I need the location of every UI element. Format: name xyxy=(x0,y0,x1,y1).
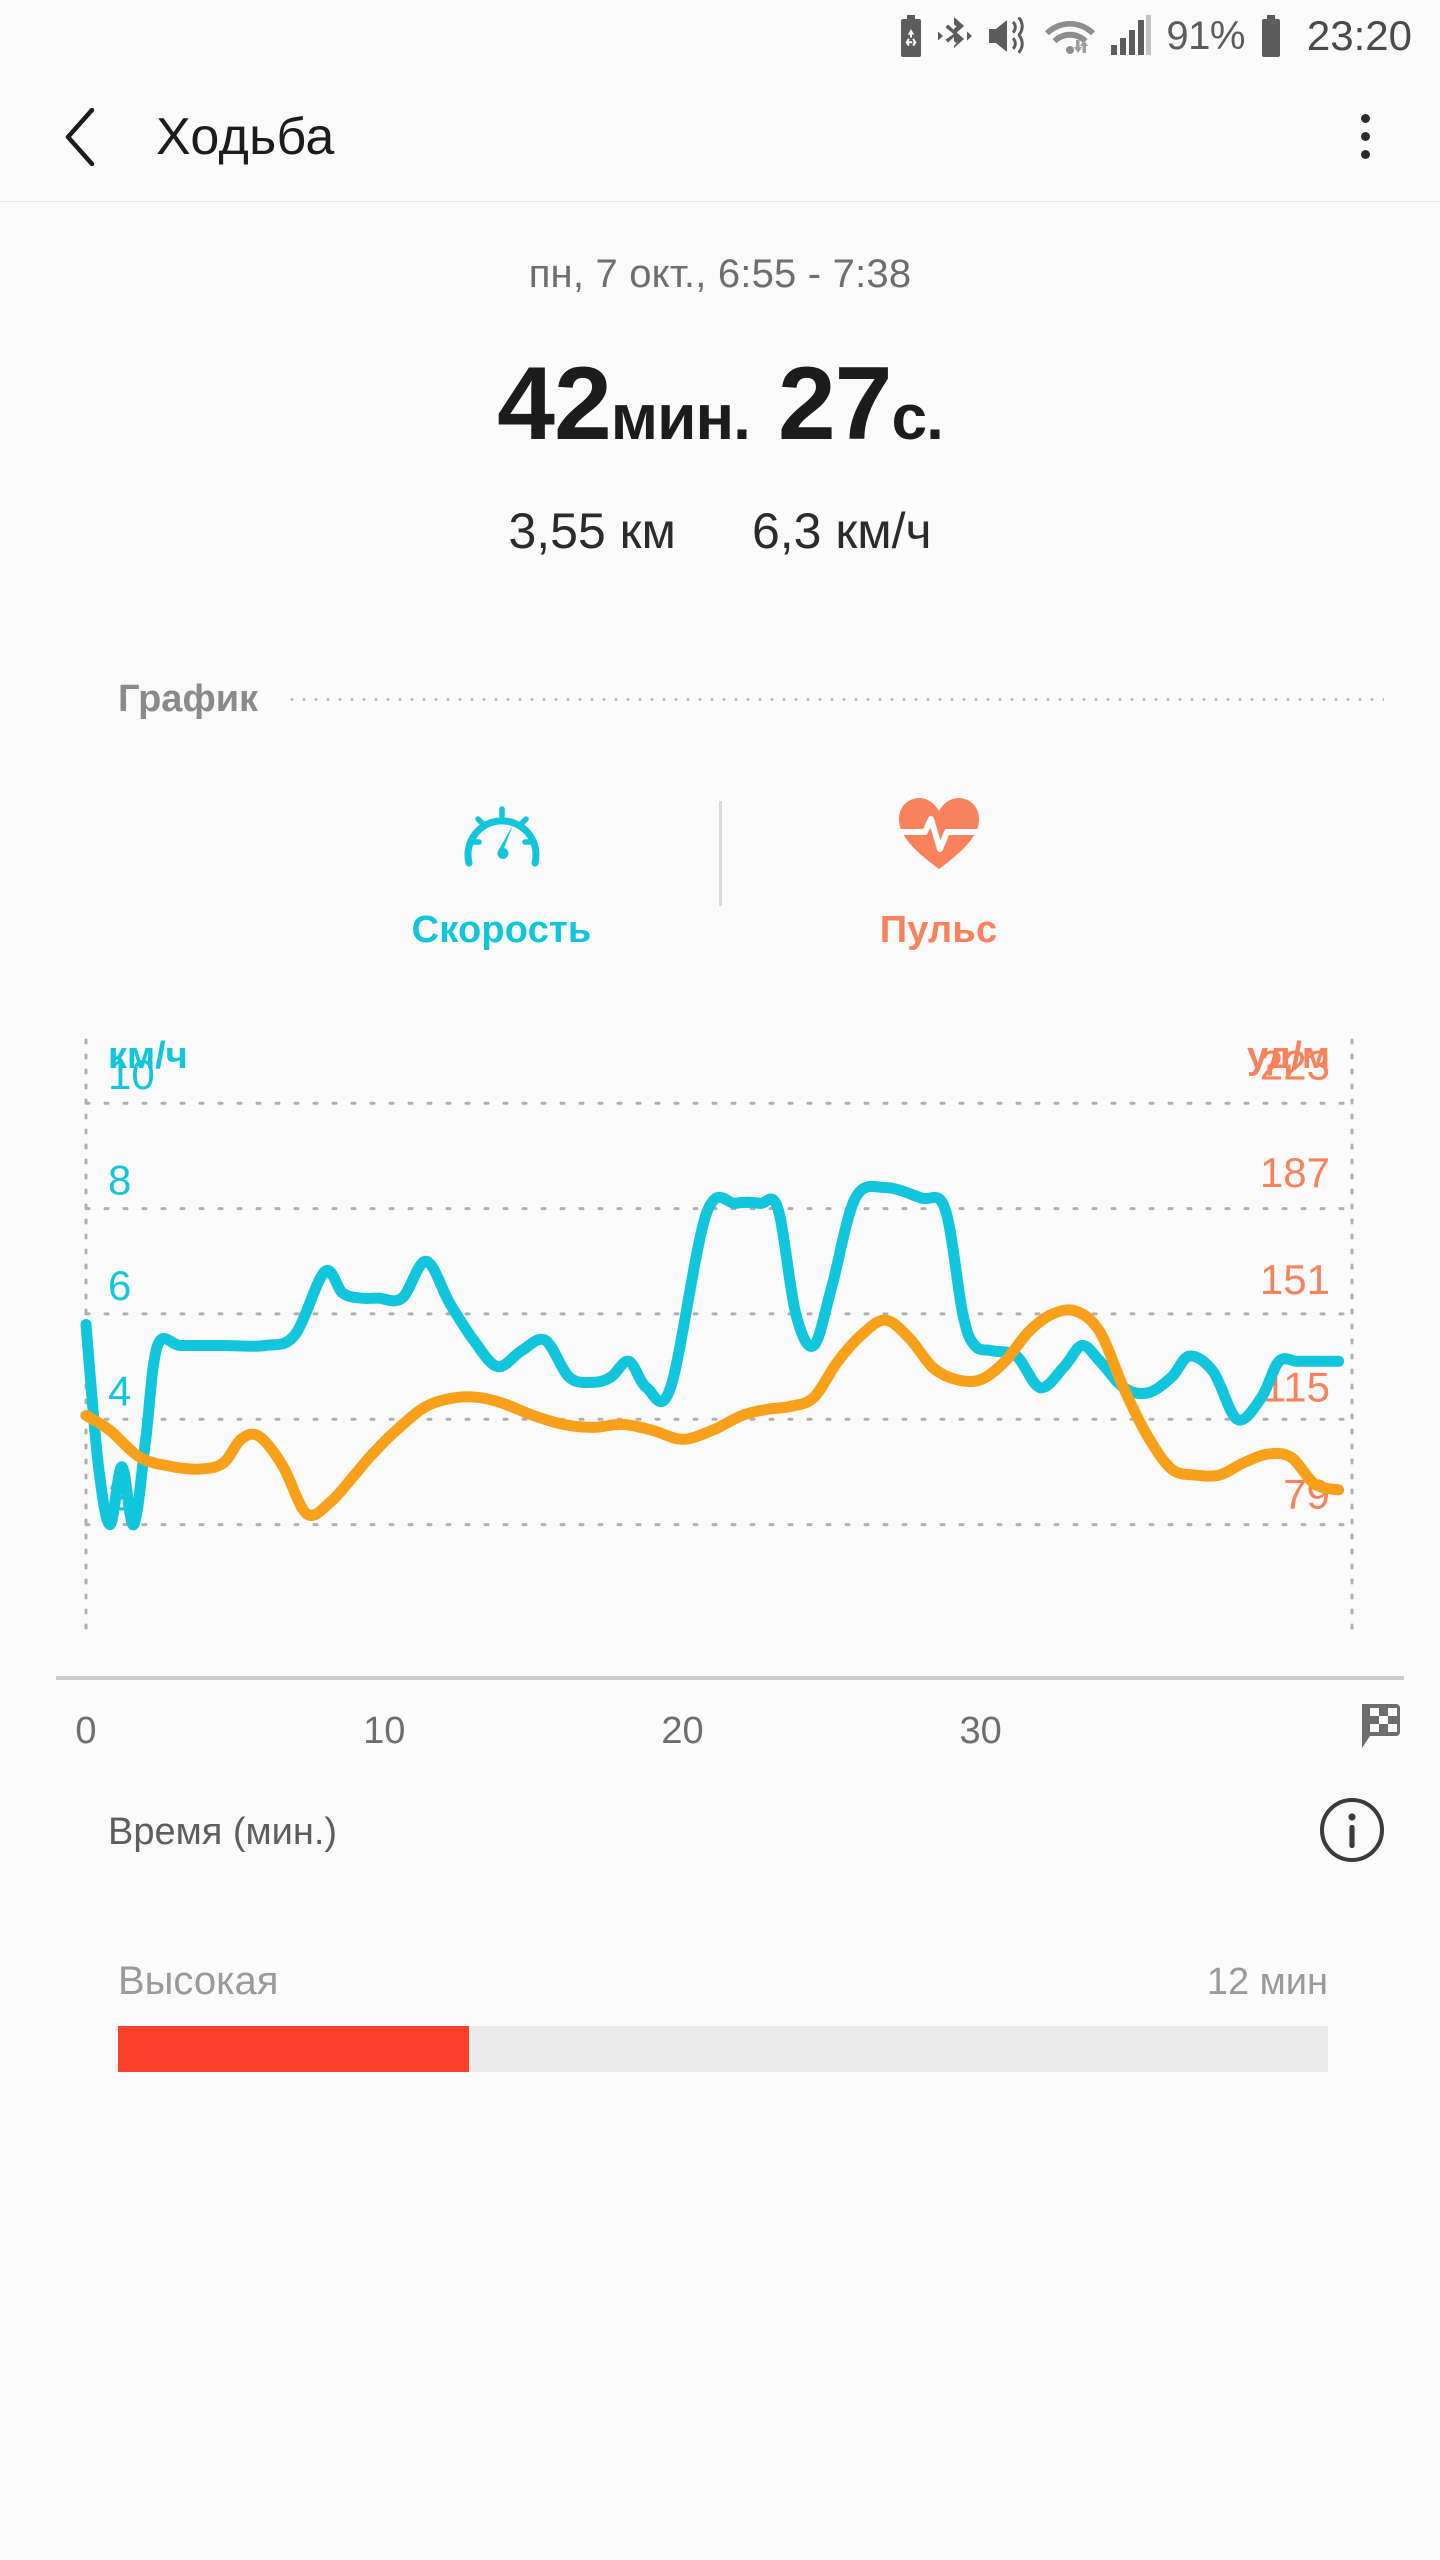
back-button[interactable] xyxy=(44,102,114,172)
graph-section-header: График xyxy=(0,678,1440,721)
chevron-left-icon xyxy=(65,107,95,166)
zone-progress-fill xyxy=(118,2026,469,2072)
workout-date-range: пн, 7 окт., 6:55 - 7:38 xyxy=(528,252,912,296)
graph-section-title: График xyxy=(118,678,259,720)
legend-tab-speed[interactable]: Скорость xyxy=(337,787,667,952)
svg-text:км/ч: км/ч xyxy=(108,1035,188,1077)
svg-text:6: 6 xyxy=(108,1262,131,1309)
svg-text:223: 223 xyxy=(1260,1042,1330,1089)
x-tick-label: 20 xyxy=(661,1710,704,1752)
app-bar: Ходьба xyxy=(0,72,1440,202)
activity-chart[interactable]: км/ч уд/м 10 8 6 4 2 223 187 151 115 79 xyxy=(0,1010,1440,1710)
svg-text:уд/м: уд/м xyxy=(1247,1035,1330,1077)
x-tick-label: 0 xyxy=(75,1710,97,1752)
workout-duration: 42мин. 27с. xyxy=(0,345,1440,464)
duration-minutes-unit: мин. xyxy=(610,381,751,453)
chart-info-button[interactable] xyxy=(1318,1796,1386,1869)
zone-progress-track xyxy=(118,2026,1328,2072)
x-tick-label: 10 xyxy=(363,1710,406,1752)
page-title: Ходьба xyxy=(156,107,335,166)
speedometer-icon xyxy=(456,787,548,883)
duration-seconds-unit: с. xyxy=(891,381,944,453)
status-bar: 91% 23:20 xyxy=(0,0,1440,72)
distance-stat: 3,55 км xyxy=(508,503,676,559)
chart-footer: Время (мин.) xyxy=(0,1770,1440,1869)
bluetooth-icon xyxy=(938,17,973,48)
duration-seconds-value: 27 xyxy=(777,346,893,462)
more-vertical-icon-dot xyxy=(1360,150,1370,159)
more-vertical-icon-dot xyxy=(1360,114,1370,123)
status-bar-icons: 91% 23:20 xyxy=(898,12,1412,60)
more-vertical-icon-dot xyxy=(1360,132,1370,141)
avg-speed-stat: 6,3 км/ч xyxy=(751,503,932,559)
info-circle-icon xyxy=(1320,1798,1384,1862)
duration-minutes-value: 42 xyxy=(497,346,612,462)
zone-time-label: 12 мин xyxy=(1206,1961,1328,2003)
chart-x-axis-label: Время (мин.) xyxy=(108,1811,338,1853)
status-clock: 23:20 xyxy=(1306,12,1412,59)
signal-bars-icon xyxy=(1111,15,1152,55)
legend-divider xyxy=(718,801,722,906)
x-tick-label: 30 xyxy=(959,1710,1002,1752)
legend-tab-heartrate[interactable]: Пульс xyxy=(774,787,1104,952)
svg-text:4: 4 xyxy=(108,1367,131,1414)
battery-saver-icon xyxy=(901,15,922,57)
intensity-zones: Высокая 12 мин xyxy=(0,1959,1440,2072)
workout-stats: 3,55 км 6,3 км/ч xyxy=(0,502,1440,560)
heart-pulse-icon xyxy=(893,787,985,883)
svg-text:8: 8 xyxy=(108,1157,131,1204)
section-divider xyxy=(286,698,1384,701)
chart-legend-tabs: Скорость Пульс xyxy=(0,787,1440,952)
zone-row: Высокая 12 мин xyxy=(118,1959,1328,2004)
legend-label-heartrate: Пульс xyxy=(879,909,998,951)
battery-percent-label: 91% xyxy=(1166,13,1245,58)
wifi-icon xyxy=(1045,21,1096,54)
vibrate-off-icon xyxy=(989,17,1025,54)
workout-summary: пн, 7 окт., 6:55 - 7:38 42мин. 27с. 3,55… xyxy=(0,202,1440,560)
legend-label-speed: Скорость xyxy=(411,909,592,951)
svg-text:151: 151 xyxy=(1260,1256,1330,1303)
svg-text:10: 10 xyxy=(108,1051,155,1098)
battery-icon xyxy=(1261,15,1280,57)
chart-x-axis: 0 10 20 30 xyxy=(0,1704,1440,1770)
more-options-button[interactable] xyxy=(1330,102,1400,172)
checkered-flag-icon xyxy=(1356,1702,1402,1761)
svg-text:187: 187 xyxy=(1260,1149,1330,1196)
zone-name-label: Высокая xyxy=(118,1959,279,2003)
